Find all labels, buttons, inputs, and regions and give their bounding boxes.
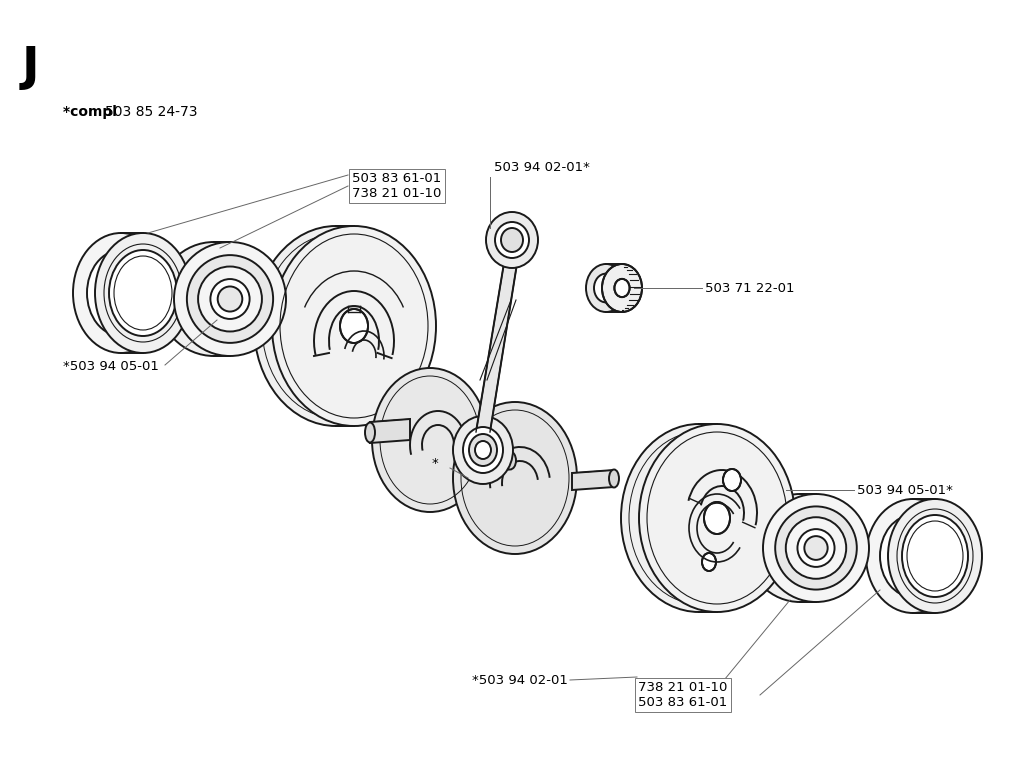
Ellipse shape (770, 517, 830, 579)
Ellipse shape (702, 553, 716, 571)
Ellipse shape (365, 422, 375, 443)
Ellipse shape (158, 242, 270, 356)
Ellipse shape (746, 494, 853, 602)
Polygon shape (370, 419, 410, 443)
Ellipse shape (804, 536, 827, 560)
Ellipse shape (639, 424, 795, 612)
Ellipse shape (759, 506, 841, 590)
Ellipse shape (723, 469, 741, 491)
Ellipse shape (594, 273, 618, 302)
Ellipse shape (340, 309, 368, 343)
Ellipse shape (171, 255, 257, 343)
Ellipse shape (495, 222, 529, 258)
Ellipse shape (109, 250, 177, 336)
Ellipse shape (880, 515, 946, 597)
Text: *compl: *compl (63, 105, 122, 119)
Ellipse shape (902, 515, 968, 597)
Ellipse shape (372, 368, 488, 512)
Ellipse shape (504, 451, 516, 469)
Text: *503 94 05-01: *503 94 05-01 (63, 360, 159, 373)
Text: 503 71 22-01: 503 71 22-01 (705, 282, 795, 294)
Ellipse shape (73, 233, 169, 353)
Ellipse shape (453, 416, 513, 484)
Ellipse shape (195, 279, 233, 319)
Ellipse shape (798, 529, 835, 567)
Text: *: * (432, 457, 438, 471)
Ellipse shape (866, 499, 961, 613)
Ellipse shape (602, 264, 642, 312)
Ellipse shape (475, 441, 490, 459)
Text: 503 85 24-73: 503 85 24-73 (105, 105, 198, 119)
Polygon shape (572, 470, 614, 490)
Text: 503 83 61-01
738 21 01-10: 503 83 61-01 738 21 01-10 (352, 172, 441, 200)
Ellipse shape (486, 212, 538, 268)
Ellipse shape (763, 494, 869, 602)
Ellipse shape (621, 424, 777, 612)
Ellipse shape (586, 264, 626, 312)
Ellipse shape (95, 233, 191, 353)
Text: 503 94 05-01*: 503 94 05-01* (857, 484, 953, 497)
Ellipse shape (218, 286, 243, 312)
Ellipse shape (469, 434, 497, 466)
Ellipse shape (705, 502, 730, 534)
Text: 503 94 02-01*: 503 94 02-01* (494, 161, 590, 174)
Ellipse shape (272, 226, 436, 426)
Text: J: J (22, 45, 40, 90)
Ellipse shape (463, 427, 503, 473)
Ellipse shape (609, 469, 618, 488)
Ellipse shape (888, 499, 982, 613)
Ellipse shape (614, 279, 630, 297)
Text: *503 94 02-01: *503 94 02-01 (472, 674, 568, 687)
Ellipse shape (174, 242, 286, 356)
Ellipse shape (186, 255, 273, 343)
Ellipse shape (453, 402, 577, 554)
Ellipse shape (781, 529, 818, 567)
Ellipse shape (198, 266, 262, 332)
Polygon shape (476, 245, 520, 432)
Ellipse shape (254, 226, 418, 426)
Ellipse shape (210, 279, 250, 319)
Ellipse shape (501, 228, 523, 252)
Text: 738 21 01-10
503 83 61-01: 738 21 01-10 503 83 61-01 (638, 681, 727, 709)
Ellipse shape (87, 250, 155, 336)
Ellipse shape (182, 266, 246, 332)
Ellipse shape (785, 517, 846, 579)
Ellipse shape (775, 506, 857, 590)
